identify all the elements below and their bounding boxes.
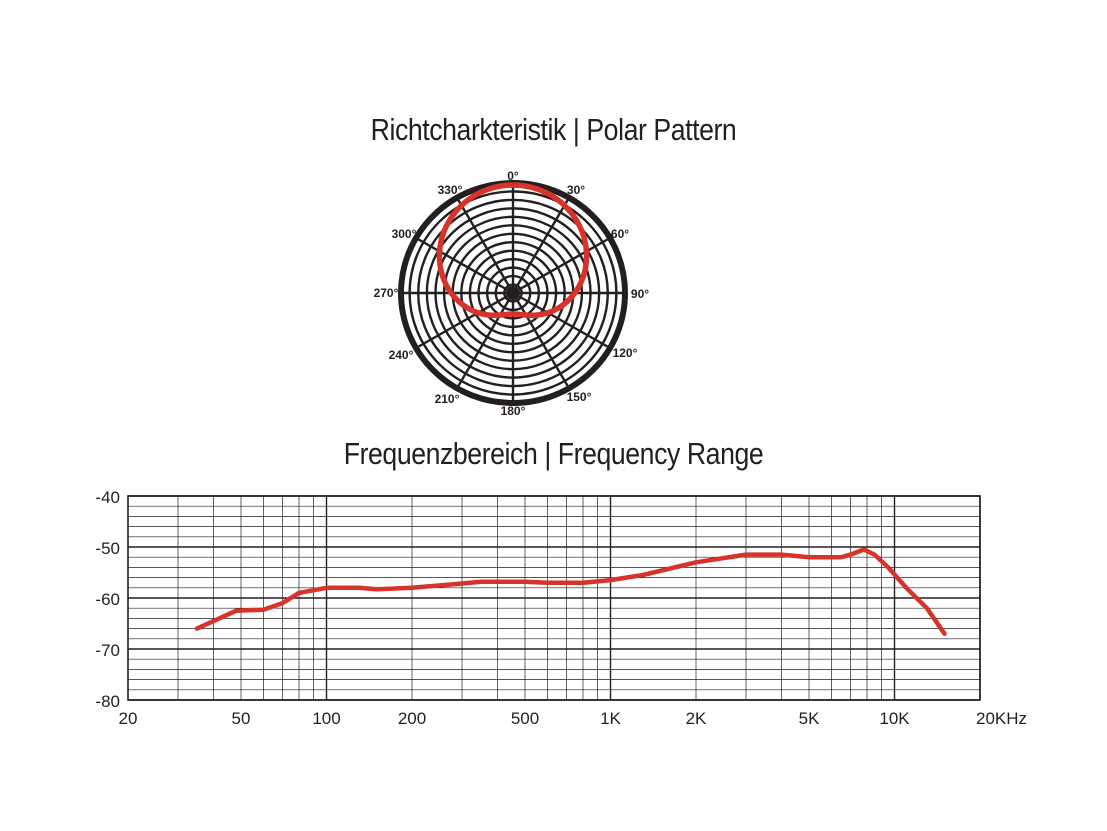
polar-spoke bbox=[415, 236, 514, 295]
frequency-range-title: Frequenzbereich | Frequency Range bbox=[343, 436, 764, 471]
polar-angle-label: 120° bbox=[613, 346, 638, 360]
x-tick-label: 200 bbox=[398, 709, 426, 728]
polar-spoke bbox=[455, 197, 515, 294]
x-tick-label: 2K bbox=[686, 709, 707, 728]
y-tick-label: -60 bbox=[95, 590, 120, 609]
polar-spoke bbox=[512, 236, 611, 295]
polar-angle-label: 180° bbox=[501, 404, 526, 418]
x-tick-label: 20KHz bbox=[976, 709, 1027, 728]
polar-cardioid-curve bbox=[436, 182, 590, 319]
x-tick-label: 10K bbox=[879, 709, 910, 728]
polar-angle-label: 330° bbox=[438, 183, 463, 197]
x-tick-label: 5K bbox=[799, 709, 820, 728]
polar-spoke bbox=[415, 291, 514, 350]
polar-angle-label: 240° bbox=[389, 348, 414, 362]
polar-angle-label: 0° bbox=[507, 169, 519, 183]
polar-spoke bbox=[512, 291, 611, 350]
polar-angle-label: 150° bbox=[567, 390, 592, 404]
x-tick-label: 50 bbox=[232, 709, 251, 728]
polar-angle-label: 210° bbox=[435, 392, 460, 406]
x-tick-label: 100 bbox=[312, 709, 340, 728]
polar-spoke bbox=[511, 197, 571, 294]
y-tick-label: -50 bbox=[95, 539, 120, 558]
y-tick-label: -70 bbox=[95, 641, 120, 660]
polar-angle-label: 270° bbox=[374, 286, 399, 300]
y-tick-label: -40 bbox=[95, 488, 120, 507]
polar-spoke bbox=[455, 292, 515, 389]
polar-angle-label: 90° bbox=[631, 287, 649, 301]
y-tick-label: -80 bbox=[95, 692, 120, 711]
x-tick-label: 20 bbox=[119, 709, 138, 728]
polar-angle-label: 60° bbox=[611, 227, 629, 241]
polar-spoke bbox=[511, 292, 571, 389]
polar-angle-label: 300° bbox=[392, 227, 417, 241]
x-tick-label: 500 bbox=[511, 709, 539, 728]
plot-frame bbox=[127, 495, 981, 701]
polar-angle-label: 30° bbox=[567, 183, 585, 197]
frequency-response-line bbox=[194, 547, 947, 636]
polar-center bbox=[506, 286, 520, 300]
polar-pattern-title: Richtcharkteristik | Polar Pattern bbox=[370, 112, 737, 147]
x-tick-label: 1K bbox=[600, 709, 621, 728]
